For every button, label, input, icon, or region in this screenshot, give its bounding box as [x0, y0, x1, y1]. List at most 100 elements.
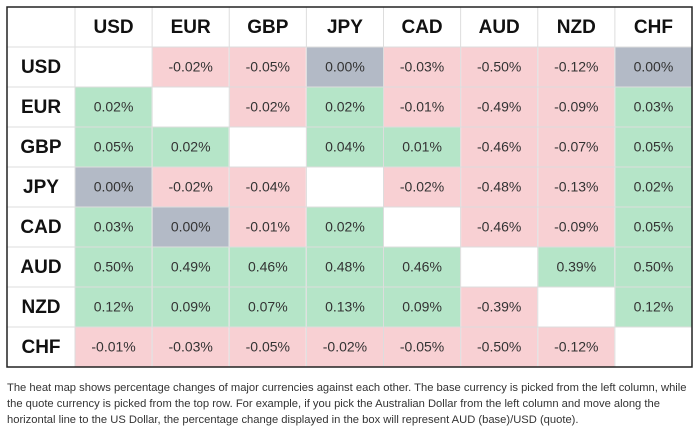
- heat-cell: [74, 326, 153, 368]
- row-header: GBP: [20, 137, 62, 158]
- heat-cell: [151, 166, 230, 208]
- heat-cell: [151, 46, 230, 88]
- cell-label: 0.00%: [325, 59, 365, 75]
- column-header: CHF: [634, 17, 673, 38]
- cell-label: -0.13%: [554, 179, 598, 195]
- cell-label: 0.03%: [94, 219, 134, 235]
- cell-label: -0.01%: [91, 339, 135, 355]
- cell-label: 0.04%: [325, 139, 365, 155]
- heat-cell: [460, 286, 539, 328]
- heat-cell: [74, 246, 153, 288]
- heat-cell: [383, 166, 462, 208]
- cell-label: 0.46%: [402, 259, 442, 275]
- row-header: JPY: [23, 177, 59, 198]
- cell-label: 0.02%: [634, 179, 674, 195]
- heat-cell: [614, 286, 693, 328]
- heat-cell: [614, 326, 693, 368]
- heat-cell: [460, 326, 539, 368]
- cell-label: -0.02%: [400, 179, 444, 195]
- heat-cell: [383, 326, 462, 368]
- cell-label: 0.09%: [402, 299, 442, 315]
- cell-label: -0.07%: [554, 139, 598, 155]
- cell-label: 0.12%: [94, 299, 134, 315]
- cell-label: -0.48%: [477, 179, 521, 195]
- cell-label: -0.12%: [554, 59, 598, 75]
- heat-cell: [305, 86, 384, 128]
- cell-label: 0.00%: [634, 59, 674, 75]
- cell-label: -0.01%: [246, 219, 290, 235]
- heat-cell: [460, 246, 539, 288]
- row-header: AUD: [20, 257, 61, 278]
- cell-label: -0.50%: [477, 339, 521, 355]
- cell-label: 0.05%: [634, 219, 674, 235]
- heat-cell: [305, 166, 384, 208]
- cell-label: -0.01%: [400, 99, 444, 115]
- row-header: CHF: [21, 337, 60, 358]
- cell-label: -0.02%: [169, 59, 213, 75]
- cell-label: 0.12%: [634, 299, 674, 315]
- cell-label: 0.09%: [171, 299, 211, 315]
- cell-label: -0.12%: [554, 339, 598, 355]
- heat-cell: [74, 46, 153, 88]
- cell-label: -0.46%: [477, 219, 521, 235]
- cell-label: 0.02%: [325, 219, 365, 235]
- column-header: USD: [94, 17, 134, 38]
- cell-label: 0.07%: [248, 299, 288, 315]
- cell-label: 0.02%: [171, 139, 211, 155]
- row-header: USD: [21, 57, 61, 78]
- column-header: GBP: [247, 17, 289, 38]
- heat-cell: [460, 126, 539, 168]
- heat-cell: [614, 246, 693, 288]
- cell-label: 0.50%: [634, 259, 674, 275]
- cell-label: 0.00%: [94, 179, 134, 195]
- heat-cell: [383, 206, 462, 248]
- cell-label: 0.01%: [402, 139, 442, 155]
- cell-label: -0.04%: [246, 179, 290, 195]
- cell-label: -0.03%: [400, 59, 444, 75]
- cell-label: -0.05%: [400, 339, 444, 355]
- heat-cell: [228, 46, 307, 88]
- caption: The heat map shows percentage changes of…: [7, 382, 687, 426]
- heat-cell: [537, 286, 616, 328]
- cell-label: 0.46%: [248, 259, 288, 275]
- heatmap: -0.02% -0.05% 0.00% -0.03% -0.50% -0.12% 0.00%…: [6, 6, 693, 368]
- cell-label: 0.02%: [325, 99, 365, 115]
- heat-cell: [614, 166, 693, 208]
- column-header: JPY: [327, 17, 363, 38]
- heat-cell: [537, 166, 616, 208]
- cell-label: -0.02%: [169, 179, 213, 195]
- cell-label: -0.39%: [477, 299, 521, 315]
- cell-label: 0.02%: [94, 99, 134, 115]
- cell-label: -0.09%: [554, 99, 598, 115]
- heat-cell: [460, 86, 539, 128]
- cell-label: 0.48%: [325, 259, 365, 275]
- cell-label: -0.02%: [323, 339, 367, 355]
- cell-label: -0.09%: [554, 219, 598, 235]
- cell-label: -0.03%: [169, 339, 213, 355]
- cell-label: 0.05%: [634, 139, 674, 155]
- row-header: NZD: [21, 297, 60, 318]
- cell-label: -0.49%: [477, 99, 521, 115]
- heat-cell: [228, 126, 307, 168]
- row-header: CAD: [20, 217, 61, 238]
- cell-label: -0.02%: [246, 99, 290, 115]
- heat-cell: [614, 126, 693, 168]
- cell-label: 0.13%: [325, 299, 365, 315]
- column-header: NZD: [557, 17, 596, 38]
- heat-cell: [228, 286, 307, 328]
- row-header: EUR: [21, 97, 61, 118]
- cell-label: -0.05%: [246, 339, 290, 355]
- heat-cell: [537, 126, 616, 168]
- heat-cell: [74, 206, 153, 248]
- cell-label: 0.39%: [556, 259, 596, 275]
- cell-label: 0.03%: [634, 99, 674, 115]
- column-header: AUD: [479, 17, 520, 38]
- cell-label: 0.49%: [171, 259, 211, 275]
- heat-cell: [151, 86, 230, 128]
- cell-label: 0.05%: [94, 139, 134, 155]
- cell-label: 0.50%: [94, 259, 134, 275]
- column-header: EUR: [171, 17, 211, 38]
- cell-label: -0.50%: [477, 59, 521, 75]
- cell-label: 0.00%: [171, 219, 211, 235]
